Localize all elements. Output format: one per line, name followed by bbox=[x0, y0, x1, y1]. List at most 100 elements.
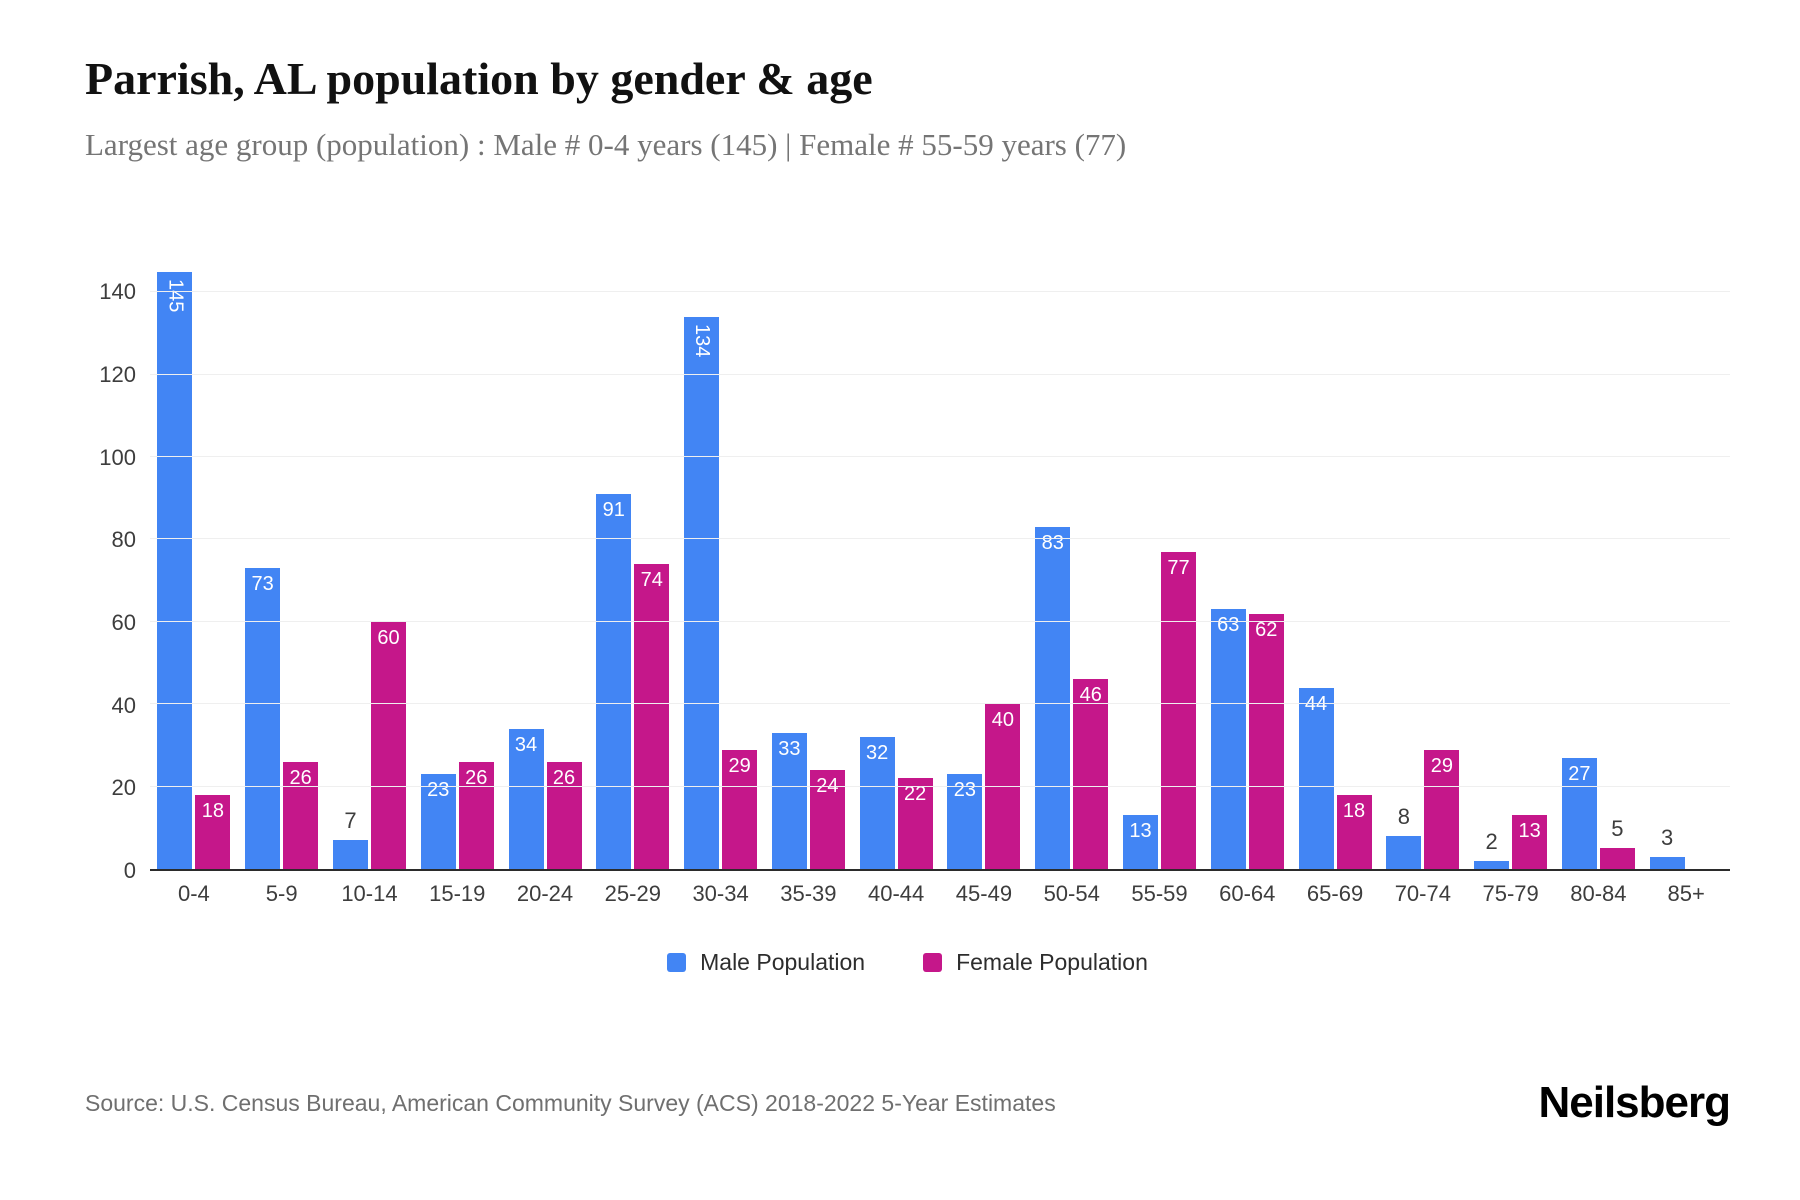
legend-item-male[interactable]: Male Population bbox=[667, 949, 865, 976]
bar-female-70-74[interactable]: 29 bbox=[1424, 749, 1460, 869]
bar-group-25-29: 91 74 bbox=[589, 251, 677, 869]
bar-value-label: 46 bbox=[1079, 684, 1102, 707]
bar-value-label: 27 bbox=[1568, 762, 1591, 785]
x-tick-5-9: 5-9 bbox=[265, 881, 298, 906]
bar-female-10-14[interactable]: 60 bbox=[370, 621, 406, 869]
bar-male-40-44[interactable]: 32 bbox=[859, 737, 895, 869]
bar-group-20-24: 34 26 bbox=[501, 251, 589, 869]
x-tick-40-44: 40-44 bbox=[868, 881, 925, 906]
gridline-120 bbox=[150, 373, 1730, 375]
bar-male-75-79[interactable]: 2 bbox=[1474, 829, 1510, 869]
gridline-40 bbox=[150, 703, 1730, 705]
bar-male-80-84[interactable]: 27 bbox=[1561, 757, 1597, 869]
bar-male-55-59[interactable]: 13 bbox=[1122, 815, 1158, 869]
y-axis: 0 20 40 60 80 100 120 140 bbox=[85, 251, 150, 883]
bar-value-label: 83 bbox=[1041, 532, 1064, 555]
x-tick-85-: 85+ bbox=[1667, 881, 1705, 906]
male-series-swatch-icon bbox=[667, 953, 687, 972]
bar-female-50-54[interactable]: 46 bbox=[1073, 679, 1109, 869]
gridline-60 bbox=[150, 620, 1730, 622]
bar-value-label: 62 bbox=[1255, 618, 1278, 641]
bar-group-40-44: 32 22 bbox=[852, 251, 940, 869]
bar-groups: 145 18 73 26 7 60 23 26 34 26 91 74 134 29 33 24 32 22 23 4… bbox=[150, 251, 1730, 869]
neilsberg-logo: Neilsberg bbox=[1538, 1078, 1731, 1127]
bar-value-label: 60 bbox=[377, 626, 400, 649]
page-subtitle: Largest age group (population) : Male # … bbox=[85, 127, 1127, 162]
bar-male-10-14[interactable]: 7 bbox=[332, 808, 368, 869]
y-tick-120: 120 bbox=[99, 362, 136, 387]
bar-group-70-74: 8 29 bbox=[1379, 251, 1467, 869]
bar-value-label: 2 bbox=[1485, 828, 1498, 854]
bar-female-55-59[interactable]: 77 bbox=[1160, 551, 1196, 869]
x-axis-spacer bbox=[85, 881, 150, 907]
bar-value-label: 8 bbox=[1397, 804, 1410, 830]
x-tick-0-4: 0-4 bbox=[177, 881, 210, 906]
bar-male-85-[interactable]: 3 bbox=[1649, 825, 1685, 869]
bar-value-label: 23 bbox=[953, 779, 977, 802]
bar-value-label: 26 bbox=[289, 766, 312, 789]
legend: Male Population Female Population bbox=[85, 949, 1730, 976]
bar-female-5-9[interactable]: 26 bbox=[283, 761, 319, 869]
bar-value-label: 134 bbox=[691, 323, 714, 358]
bar-male-60-64[interactable]: 63 bbox=[1210, 609, 1246, 869]
bar-male-15-19[interactable]: 23 bbox=[420, 774, 456, 869]
bar-male-45-49[interactable]: 23 bbox=[947, 774, 983, 869]
bar-value-label: 5 bbox=[1611, 816, 1624, 842]
bar-value-label: 24 bbox=[816, 775, 839, 798]
bar-group-80-84: 27 5 bbox=[1555, 251, 1643, 869]
x-tick-30-34: 30-34 bbox=[692, 881, 749, 906]
bar-value-label: 44 bbox=[1304, 692, 1328, 715]
bar-value-label: 40 bbox=[991, 709, 1015, 732]
bar-male-20-24[interactable]: 34 bbox=[508, 728, 544, 869]
bar-group-10-14: 7 60 bbox=[326, 251, 414, 869]
bar-male-0-4[interactable]: 145 bbox=[157, 271, 193, 869]
bar-group-5-9: 73 26 bbox=[238, 251, 326, 869]
bar-male-70-74[interactable]: 8 bbox=[1386, 804, 1422, 869]
bar-value-label: 77 bbox=[1167, 556, 1190, 579]
bar-value-label: 13 bbox=[1518, 820, 1541, 843]
x-tick-75-79: 75-79 bbox=[1482, 881, 1539, 906]
bar-female-20-24[interactable]: 26 bbox=[546, 761, 582, 869]
bar-male-5-9[interactable]: 73 bbox=[245, 568, 281, 869]
gridline-20 bbox=[150, 785, 1730, 787]
bar-female-75-79[interactable]: 13 bbox=[1512, 815, 1548, 869]
legend-item-female[interactable]: Female Population bbox=[923, 949, 1148, 976]
bar-group-35-39: 33 24 bbox=[764, 251, 852, 869]
bar-female-60-64[interactable]: 62 bbox=[1248, 613, 1284, 869]
chart-area: 0 20 40 60 80 100 120 140 145 18 73 26 7 60 23 26 34 26 9… bbox=[85, 251, 1730, 907]
female-series-swatch-icon bbox=[923, 953, 943, 972]
source-text: Source: U.S. Census Bureau, American Com… bbox=[85, 1090, 1056, 1116]
bar-female-65-69[interactable]: 18 bbox=[1336, 794, 1372, 869]
bar-value-label: 33 bbox=[778, 738, 801, 761]
bar-value-label: 18 bbox=[1342, 799, 1366, 822]
x-tick-45-49: 45-49 bbox=[955, 881, 1013, 906]
y-tick-80: 80 bbox=[111, 527, 136, 553]
y-tick-20: 20 bbox=[111, 775, 136, 801]
bar-value-label: 29 bbox=[1430, 754, 1453, 777]
legend-label-female: Female Population bbox=[956, 949, 1148, 975]
bar-female-0-4[interactable]: 18 bbox=[195, 794, 231, 869]
x-tick-70-74: 70-74 bbox=[1394, 881, 1451, 906]
bar-value-label: 22 bbox=[904, 783, 927, 806]
y-tick-100: 100 bbox=[99, 444, 136, 470]
bar-female-30-34[interactable]: 29 bbox=[722, 749, 758, 869]
bar-female-25-29[interactable]: 74 bbox=[634, 564, 670, 869]
y-tick-0: 0 bbox=[123, 858, 136, 883]
x-tick-15-19: 15-19 bbox=[429, 881, 486, 906]
bar-female-15-19[interactable]: 26 bbox=[458, 761, 494, 869]
bar-male-35-39[interactable]: 33 bbox=[771, 733, 807, 869]
plot-area: 145 18 73 26 7 60 23 26 34 26 91 74 134 29 33 24 32 22 23 4… bbox=[150, 251, 1730, 871]
bar-male-50-54[interactable]: 83 bbox=[1035, 527, 1071, 869]
y-tick-60: 60 bbox=[111, 610, 136, 635]
bar-male-25-29[interactable]: 91 bbox=[596, 494, 632, 869]
gridline-140 bbox=[150, 291, 1730, 293]
bar-male-65-69[interactable]: 44 bbox=[1298, 687, 1334, 869]
x-tick-25-29: 25-29 bbox=[604, 881, 661, 906]
bar-value-label: 73 bbox=[251, 573, 274, 596]
bar-male-30-34[interactable]: 134 bbox=[684, 316, 720, 869]
bar-value-label: 32 bbox=[866, 742, 889, 765]
bar-female-80-84[interactable]: 5 bbox=[1599, 816, 1635, 869]
bar-female-40-44[interactable]: 22 bbox=[897, 778, 933, 869]
bar-group-45-49: 23 40 bbox=[940, 251, 1028, 869]
y-tick-40: 40 bbox=[111, 692, 136, 718]
